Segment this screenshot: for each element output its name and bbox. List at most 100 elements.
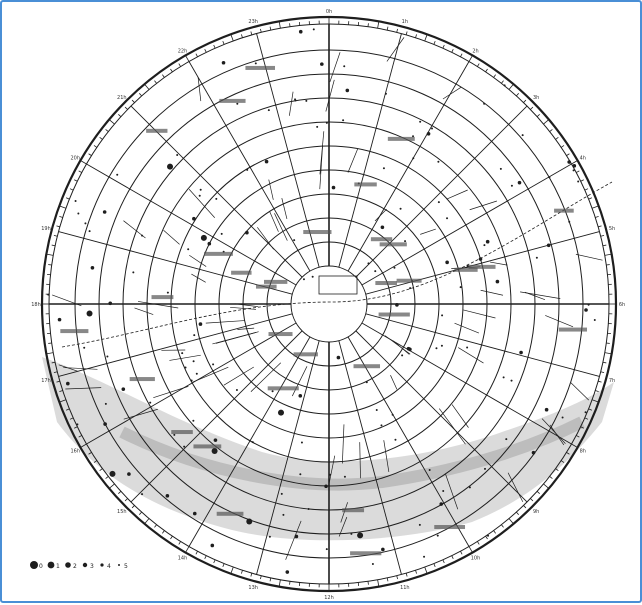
- legend-magnitude-label: 5: [124, 563, 128, 570]
- rim-tick: [595, 216, 598, 217]
- star: [84, 222, 86, 224]
- ra-hour-label: 15h: [117, 509, 127, 515]
- constellation-name-block: [245, 66, 275, 70]
- rim-tick: [94, 145, 97, 147]
- star: [109, 471, 115, 477]
- star: [269, 536, 271, 538]
- rim-tick: [125, 499, 128, 501]
- rim-tick: [469, 546, 473, 552]
- star: [245, 231, 249, 235]
- legend-star-symbol: [65, 562, 71, 568]
- rim-tick: [443, 560, 444, 563]
- constellation-name-block: [294, 352, 318, 356]
- star: [196, 373, 198, 375]
- rim-tick: [486, 536, 488, 539]
- star: [329, 474, 331, 476]
- star: [372, 563, 374, 565]
- constellation-boundary: [443, 87, 461, 99]
- rim-tick: [378, 21, 379, 28]
- star: [308, 508, 310, 510]
- rim-tick: [598, 381, 601, 382]
- rim-tick: [585, 189, 588, 190]
- constellation-name-block: [469, 265, 496, 269]
- constellation-name-block: [219, 99, 245, 103]
- star: [419, 524, 421, 526]
- star: [467, 265, 469, 267]
- constellation-boundary: [348, 148, 358, 172]
- rim-tick: [509, 518, 513, 523]
- ra-hour-label: 19h: [41, 226, 51, 232]
- star: [265, 160, 269, 164]
- rim-tick: [434, 41, 435, 44]
- rim-tick: [550, 129, 553, 131]
- rim-tick: [543, 120, 548, 124]
- star: [236, 389, 238, 391]
- star: [293, 239, 295, 241]
- star: [584, 308, 588, 312]
- rim-tick: [443, 45, 444, 48]
- constellation-boundary: [282, 198, 287, 219]
- rim-tick: [571, 161, 577, 165]
- star: [47, 294, 49, 296]
- star: [394, 439, 396, 441]
- star: [199, 195, 201, 197]
- constellation-name-block: [152, 295, 174, 299]
- rim-tick: [196, 551, 198, 554]
- legend-magnitude-label: 3: [90, 563, 94, 570]
- rim-tick: [561, 145, 564, 147]
- star: [479, 257, 483, 261]
- constellation-boundary: [390, 375, 396, 389]
- star: [332, 186, 336, 190]
- legend-star-symbol: [48, 562, 55, 569]
- star: [116, 174, 118, 176]
- star: [577, 181, 579, 183]
- star: [511, 185, 513, 187]
- ra-hour-label: 11h: [400, 585, 410, 591]
- star: [357, 532, 363, 538]
- star: [487, 535, 489, 537]
- rim-tick: [494, 75, 496, 78]
- star: [326, 548, 328, 550]
- constellation-name-block: [303, 230, 331, 234]
- rim-tick: [477, 64, 479, 67]
- star: [522, 134, 524, 136]
- constellation-boundary: [292, 366, 307, 396]
- rim-tick: [205, 49, 207, 52]
- star: [255, 62, 257, 64]
- constellation-name-block: [388, 137, 415, 141]
- star: [214, 438, 218, 442]
- constellation-boundary: [153, 386, 188, 397]
- star: [191, 380, 193, 382]
- constellation-name-block: [342, 508, 364, 512]
- constellation-boundary: [206, 321, 245, 324]
- ra-hour-label: 4h: [580, 156, 586, 162]
- star: [76, 423, 78, 425]
- rim-tick: [214, 45, 215, 48]
- star: [132, 271, 134, 273]
- rim-tick: [397, 576, 398, 579]
- star: [201, 235, 207, 241]
- rim-tick: [603, 362, 606, 363]
- star: [313, 28, 315, 30]
- constellation-name-block: [559, 328, 587, 332]
- ra-hour-label: 8h: [580, 449, 586, 455]
- star: [192, 420, 194, 422]
- ra-hour-label: 7h: [609, 378, 615, 384]
- star: [423, 556, 425, 558]
- star: [278, 410, 284, 416]
- rim-tick: [425, 567, 427, 574]
- star: [299, 473, 301, 475]
- star: [210, 544, 214, 548]
- star: [183, 446, 185, 448]
- ra-hour-label: 9h: [533, 509, 539, 515]
- star: [312, 276, 314, 278]
- polar-region-box: [319, 276, 357, 294]
- star: [383, 167, 385, 169]
- rim-tick: [139, 93, 141, 96]
- star: [236, 103, 238, 105]
- rim-tick: [516, 512, 518, 515]
- constellation-boundary: [571, 383, 589, 400]
- star: [441, 314, 443, 316]
- rim-tick: [416, 570, 417, 573]
- constellation-boundary: [189, 189, 215, 217]
